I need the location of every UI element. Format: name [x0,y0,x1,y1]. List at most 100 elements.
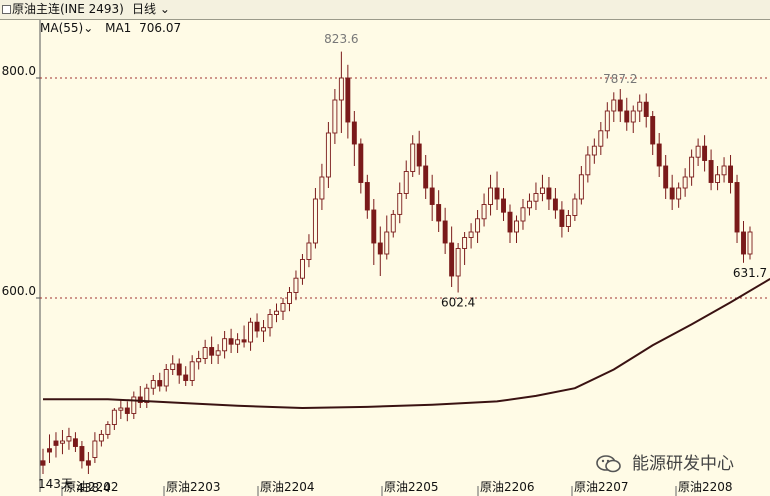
ma-line [43,278,770,410]
candle [202,339,208,364]
candle [241,325,247,348]
candle [552,188,558,219]
candle [436,190,442,232]
candle-body-up [715,174,721,183]
candle [183,366,189,386]
candle-body-up [267,314,273,329]
candle [520,199,526,230]
window-icon [2,5,11,14]
candle-body-up [59,440,65,444]
candle-body-down [228,338,234,345]
candle [332,89,338,144]
candle-body-down [624,110,630,123]
candle-body-down [507,211,513,233]
candle-body-down [72,438,78,447]
candle [721,157,727,183]
candle [702,135,708,172]
candle [312,188,318,249]
candle-body-up [676,187,682,200]
candle [274,303,279,323]
candle-body-up [287,292,292,304]
candle [118,399,124,419]
candle-body-up [92,440,98,458]
candle-body-down [47,448,52,453]
candle [747,226,753,260]
x-tick-label: 原油2204 [260,480,315,494]
candle [111,408,117,430]
candle-body-down [423,165,429,189]
candle [559,201,565,238]
candle [449,226,455,287]
candle [40,448,46,474]
candle-body-up [98,433,104,442]
candle-body-up [539,187,545,194]
candle [105,421,111,439]
candle-body-up [572,198,578,216]
candle-body-up [689,156,695,178]
candle [416,130,422,175]
candle-body-up [598,130,604,147]
period-selector[interactable]: 日线 ⌄ [132,0,170,19]
extreme-label: 823.6 [324,32,358,46]
candle [494,171,500,210]
y-tick-label: 600.0 [2,284,36,298]
candle [410,135,416,177]
candle-body-down [708,160,714,183]
candle-body-down [494,187,500,200]
candle [235,333,241,353]
indicator-bar: MA(55) ⌄ MA1 706.07 [40,20,181,36]
candle-body-up [514,220,519,233]
candlestick-chart: 800.0 600.0 823.6 787.2 602.4 631.7 438.4 原油2… [2,20,770,496]
candle [442,207,448,254]
candle [157,372,163,392]
candle [514,215,519,243]
candle-body-down [241,339,247,343]
candle-body-up [604,110,610,132]
candle-body-up [611,99,617,112]
candle [429,174,435,221]
candle-body-down [351,121,357,145]
ma-name: MA(55) [40,21,84,35]
candle [371,199,377,265]
candle [66,427,72,450]
candle [124,401,130,422]
candle [351,111,357,166]
candle-body-down [442,220,448,244]
candle [384,215,390,260]
ma-selector[interactable]: MA(55) ⌄ [40,20,93,36]
candle-body-up [403,171,409,194]
candle-body-up [332,99,338,134]
candle-body-up [630,110,636,123]
candle [209,336,215,364]
candle [468,223,474,249]
candle [59,430,65,455]
candle-body-up [170,363,176,370]
candle-body-down [643,101,649,117]
candle-body-up [118,407,124,411]
candle-body-up [390,213,396,233]
candle [306,234,312,268]
candle [53,432,59,458]
candle-body-up [488,187,494,205]
candle-body-up [325,132,331,178]
candle-body-up [338,77,344,101]
candle [261,320,266,342]
candle [423,155,429,199]
candle-body-down [358,143,364,183]
extreme-label: 631.7 [733,266,767,280]
candle-body-down [669,187,675,200]
candle-body-up [565,215,571,227]
candle [228,328,234,353]
candle-body-up [196,358,202,363]
candle-body-down [728,165,734,183]
x-tick-label: 原油2206 [480,480,535,494]
candle [734,174,740,243]
watermark: 能源研发中心 [596,450,770,478]
candle-body-up [591,145,597,156]
candle [598,122,604,155]
candle [176,358,182,384]
candle [170,355,176,375]
candle-body-down [183,374,189,381]
candle-body-up [721,165,727,176]
x-tick-label: 原油2203 [166,480,221,494]
